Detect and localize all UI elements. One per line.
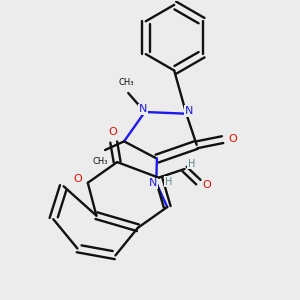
Text: CH₃: CH₃ (119, 78, 134, 87)
Text: O: O (228, 134, 237, 144)
Text: N: N (148, 178, 157, 188)
Text: N: N (185, 106, 193, 116)
Text: H: H (188, 159, 195, 169)
Text: O: O (202, 180, 211, 190)
Text: N: N (139, 104, 147, 114)
Text: O: O (109, 128, 117, 137)
Text: CH₃: CH₃ (92, 157, 108, 166)
Text: O: O (73, 174, 82, 184)
Text: H: H (165, 177, 172, 187)
